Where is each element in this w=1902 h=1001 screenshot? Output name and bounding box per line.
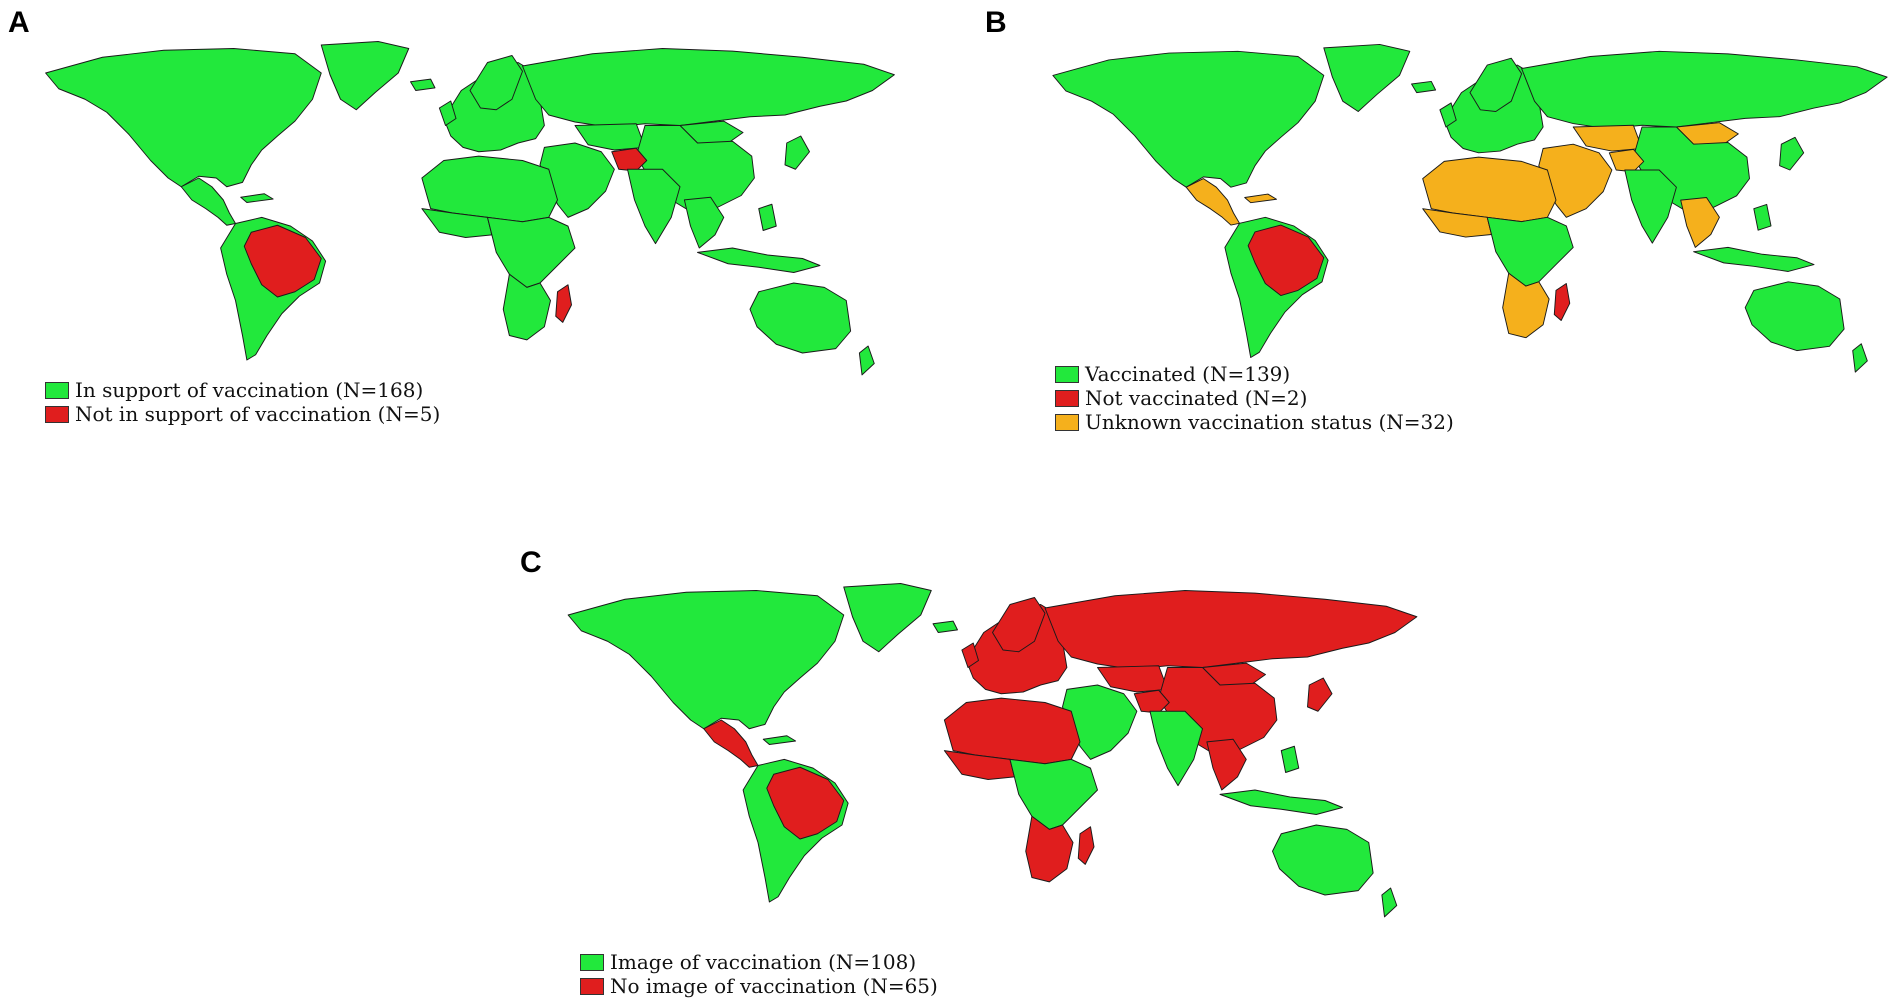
legend-label: Not vaccinated (N=2) [1085, 386, 1308, 410]
region-north-america [567, 590, 845, 730]
panel-label-c: C [520, 546, 542, 579]
region-madagascar [1077, 826, 1095, 865]
region-brazil [243, 224, 322, 298]
legend-label: In support of vaccination (N=168) [75, 378, 424, 402]
region-central-africa [1009, 758, 1098, 830]
region-uk [961, 642, 979, 668]
region-japan [1307, 677, 1333, 712]
region-greenland [1323, 43, 1411, 112]
legend-item: Vaccinated (N=139) [1055, 362, 1454, 386]
legend-b: Vaccinated (N=139) Not vaccinated (N=2) … [1055, 362, 1454, 434]
world-map-b [1052, 43, 1888, 373]
region-north-america [1052, 50, 1325, 188]
region-indonesia [1693, 246, 1815, 272]
region-new-zealand [1852, 343, 1868, 373]
legend-swatch-red [1055, 389, 1079, 407]
region-russia [1044, 590, 1418, 670]
region-caribbean [240, 193, 274, 203]
region-afghanistan [1133, 689, 1170, 714]
legend-c: Image of vaccination (N=108) No image of… [580, 950, 938, 998]
region-afghanistan [1608, 148, 1645, 173]
legend-swatch-red [45, 405, 69, 423]
region-se-asia [683, 196, 725, 249]
region-japan [1779, 136, 1805, 171]
region-australia [1744, 281, 1845, 352]
region-scandinavia [992, 597, 1046, 653]
region-australia [749, 282, 852, 354]
legend-label: No image of vaccination (N=65) [610, 974, 938, 998]
region-uk [438, 100, 457, 126]
legend-swatch-green [45, 381, 69, 399]
panel-label-b: B [985, 6, 1007, 39]
legend-a: In support of vaccination (N=168) Not in… [45, 378, 440, 426]
panel-label-a: A [8, 6, 30, 39]
legend-item: Unknown vaccination status (N=32) [1055, 410, 1454, 434]
region-russia [1521, 50, 1888, 130]
legend-label: Not in support of vaccination (N=5) [75, 402, 441, 426]
region-india [627, 168, 681, 245]
region-indonesia [697, 247, 821, 273]
region-scandinavia [1469, 57, 1523, 112]
legend-swatch-orange [1055, 413, 1079, 431]
region-iceland [410, 78, 436, 91]
region-southern-africa [1025, 815, 1074, 883]
region-central-africa [487, 216, 576, 288]
region-madagascar [555, 284, 572, 323]
legend-swatch-green [580, 953, 604, 971]
legend-item: In support of vaccination (N=168) [45, 378, 440, 402]
world-map-a [45, 41, 895, 376]
region-brazil [766, 766, 845, 840]
region-central-africa [1486, 216, 1574, 287]
legend-item: Image of vaccination (N=108) [580, 950, 938, 974]
region-afghanistan [611, 147, 648, 172]
region-uk [1439, 102, 1457, 128]
region-central-asia [1572, 124, 1643, 152]
region-caribbean [762, 735, 797, 745]
region-central-asia [1097, 665, 1168, 693]
region-se-asia [1680, 197, 1720, 248]
region-caribbean [1244, 193, 1277, 204]
region-greenland [320, 41, 410, 111]
region-japan [784, 135, 810, 170]
region-philippines [1753, 203, 1772, 231]
region-new-zealand [1381, 887, 1398, 918]
legend-label: Unknown vaccination status (N=32) [1085, 410, 1454, 434]
legend-item: No image of vaccination (N=65) [580, 974, 938, 998]
region-iceland [1411, 80, 1437, 94]
region-central-asia [574, 123, 646, 151]
region-brazil [1247, 224, 1325, 297]
region-se-asia [1206, 738, 1247, 791]
region-greenland [843, 583, 932, 653]
region-india [1624, 169, 1677, 244]
region-southern-africa [502, 273, 551, 341]
region-iceland [932, 620, 958, 633]
region-russia [522, 48, 895, 128]
legend-swatch-red [580, 977, 604, 995]
legend-item: Not vaccinated (N=2) [1055, 386, 1454, 410]
region-north-america [45, 48, 322, 188]
region-australia [1272, 824, 1374, 896]
world-map-c [567, 583, 1418, 918]
region-india [1149, 710, 1203, 787]
region-new-zealand [858, 345, 875, 376]
region-philippines [1280, 745, 1300, 773]
region-scandinavia [469, 55, 523, 111]
legend-item: Not in support of vaccination (N=5) [45, 402, 440, 426]
legend-label: Vaccinated (N=139) [1085, 362, 1291, 386]
region-southern-africa [1502, 272, 1550, 339]
region-philippines [758, 203, 777, 231]
region-indonesia [1219, 789, 1343, 815]
legend-label: Image of vaccination (N=108) [610, 950, 917, 974]
region-madagascar [1553, 283, 1571, 321]
legend-swatch-green [1055, 365, 1079, 383]
